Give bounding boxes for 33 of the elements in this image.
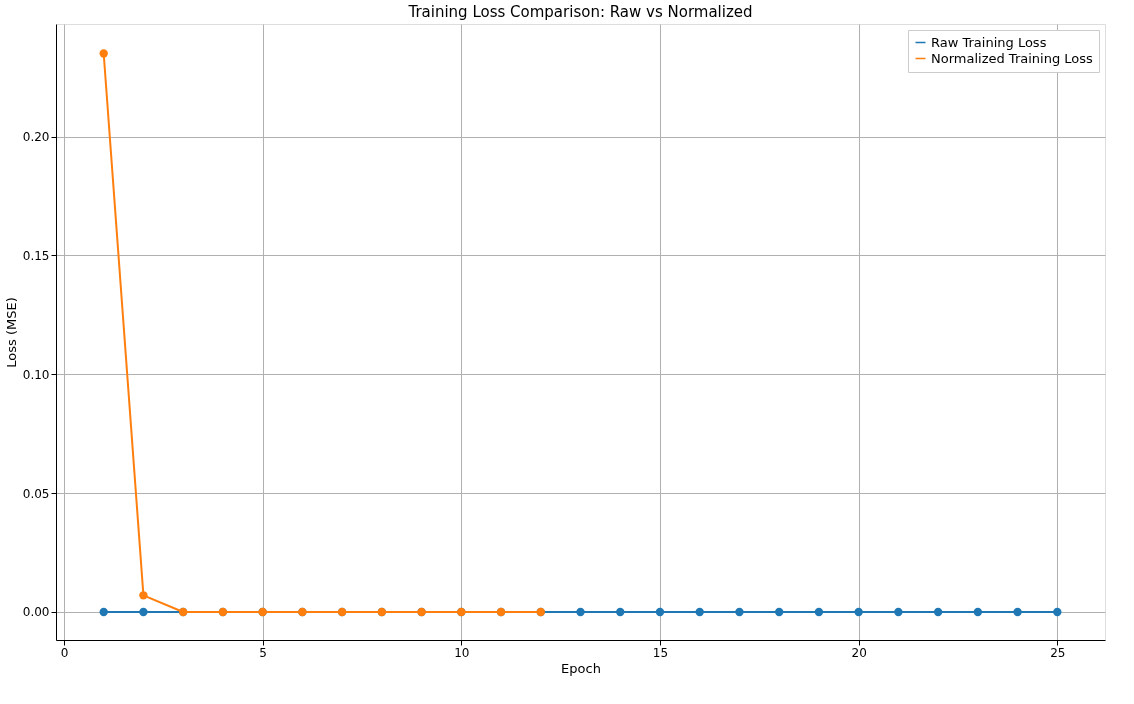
- y-tick-label: 0.15: [22, 248, 50, 263]
- point: [933, 607, 943, 617]
- point: [854, 607, 863, 617]
- point: [894, 607, 903, 617]
- chart-title: Training Loss Comparison: Raw vs Normalized: [407, 3, 753, 21]
- point: [99, 49, 108, 58]
- y-tick-label: 0.20: [22, 130, 50, 145]
- point: [814, 607, 824, 617]
- y-tick-label: 0.10: [22, 367, 50, 382]
- point: [616, 607, 625, 617]
- point: [1013, 607, 1022, 617]
- x-tick-label: 10: [454, 645, 470, 660]
- point: [973, 607, 983, 617]
- point: [735, 607, 744, 617]
- point: [655, 607, 665, 617]
- legend-label: Raw Training Loss: [931, 34, 1047, 50]
- point: [99, 607, 108, 617]
- x-tick-label: 0: [60, 645, 69, 660]
- point: [1053, 607, 1062, 617]
- x-axis-title: Epoch: [561, 660, 601, 676]
- y-tick-label: 0.05: [22, 486, 50, 501]
- point: [576, 607, 585, 617]
- point: [774, 607, 784, 617]
- x-tick-label: 5: [259, 645, 267, 660]
- point: [695, 607, 704, 617]
- legend-label: Normalized Training Loss: [931, 50, 1094, 66]
- x-tick-label: 15: [652, 645, 669, 660]
- y-axis-title: Loss (MSE): [3, 297, 19, 368]
- point: [139, 607, 148, 617]
- point: [139, 591, 148, 600]
- x-tick-label: 25: [1050, 645, 1066, 660]
- y-tick-label: 0.00: [22, 605, 50, 620]
- x-tick-label: 20: [851, 645, 867, 660]
